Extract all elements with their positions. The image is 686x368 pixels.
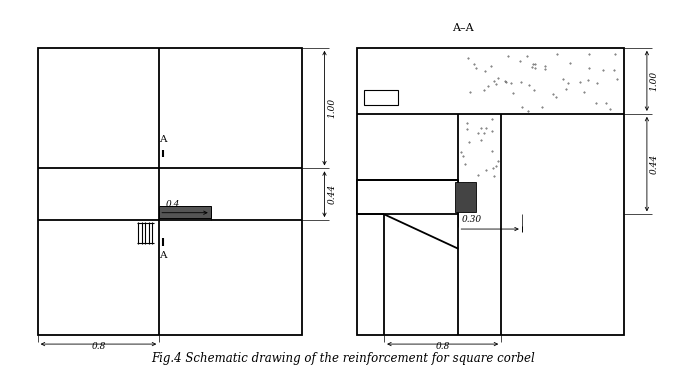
Text: 0.8: 0.8 bbox=[91, 342, 106, 351]
Text: 1.00: 1.00 bbox=[650, 71, 659, 91]
Text: A–A: A–A bbox=[452, 22, 474, 33]
Text: 1.00: 1.00 bbox=[327, 98, 336, 118]
Bar bbox=[364, 90, 398, 105]
Bar bbox=[357, 180, 458, 214]
Bar bbox=[38, 48, 302, 335]
Text: 0.8: 0.8 bbox=[436, 342, 450, 351]
Text: 0.4: 0.4 bbox=[166, 200, 180, 209]
Bar bbox=[455, 182, 475, 212]
Text: A: A bbox=[159, 135, 167, 145]
Text: 0.44: 0.44 bbox=[327, 184, 336, 204]
Bar bbox=[159, 206, 211, 218]
Bar bbox=[357, 48, 624, 335]
Text: Fig.4 Schematic drawing of the reinforcement for square corbel: Fig.4 Schematic drawing of the reinforce… bbox=[151, 352, 535, 365]
Text: 0.44: 0.44 bbox=[650, 154, 659, 174]
Text: 0.30: 0.30 bbox=[462, 215, 482, 224]
Text: A: A bbox=[159, 251, 167, 260]
